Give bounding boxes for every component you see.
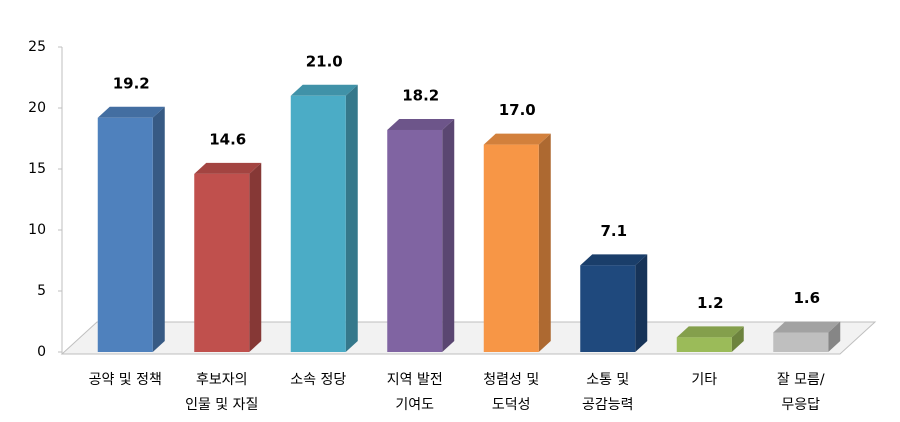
bar <box>773 332 829 352</box>
y-tick-label: 25 <box>28 39 46 55</box>
x-tick-label: 소통 및 <box>586 372 629 388</box>
bar-top <box>194 162 262 174</box>
x-tick-label: 공감능력 <box>582 397 634 413</box>
bar-top <box>483 133 551 145</box>
value-label: 17.0 <box>499 101 536 119</box>
y-tick-label: 0 <box>37 344 46 360</box>
y-tick-label: 15 <box>28 161 46 177</box>
bar <box>387 129 443 352</box>
bar <box>483 144 539 352</box>
bar-side <box>345 84 358 353</box>
bar-top <box>580 254 648 266</box>
bar-top <box>676 326 744 338</box>
bar <box>676 337 732 352</box>
x-tick-label: 소속 정당 <box>290 372 346 388</box>
y-tick-label: 5 <box>37 283 46 299</box>
bar <box>290 95 346 353</box>
x-tick-label: 청렴성 및 <box>483 372 539 388</box>
value-label: 21.0 <box>306 52 343 70</box>
bar <box>580 265 636 352</box>
bar-top <box>773 321 841 333</box>
bar-side <box>635 254 648 352</box>
bar-side <box>152 106 165 352</box>
x-tick-label: 기여도 <box>395 397 434 413</box>
value-label: 7.1 <box>600 222 627 240</box>
x-tick-label: 도덕성 <box>492 397 531 413</box>
bar-side <box>731 326 744 352</box>
bar <box>97 117 153 352</box>
value-label: 19.2 <box>113 74 150 92</box>
floor <box>60 321 877 355</box>
bar <box>194 173 250 352</box>
bar-side <box>538 133 551 352</box>
bar-side <box>442 118 455 353</box>
x-tick-label: 공약 및 정책 <box>89 372 162 388</box>
bar-side <box>249 162 262 352</box>
value-label: 1.2 <box>697 294 724 312</box>
x-tick-label: 인물 및 자질 <box>185 397 258 413</box>
bar-top <box>387 118 455 130</box>
y-tick-label: 20 <box>28 100 46 116</box>
x-tick-label: 무응답 <box>781 397 820 413</box>
x-tick-label: 지역 발전 <box>387 372 443 388</box>
bar-side <box>828 321 841 352</box>
value-label: 1.6 <box>793 289 820 307</box>
value-label: 18.2 <box>402 86 439 104</box>
bar-top <box>97 106 165 118</box>
x-tick-label: 후보자의 <box>196 372 248 388</box>
y-tick-label: 10 <box>28 222 46 238</box>
x-tick-label: 잘 모름/ <box>777 372 825 388</box>
x-tick-label: 기타 <box>691 372 717 388</box>
value-label: 14.6 <box>209 130 246 148</box>
bar-top <box>290 84 358 96</box>
